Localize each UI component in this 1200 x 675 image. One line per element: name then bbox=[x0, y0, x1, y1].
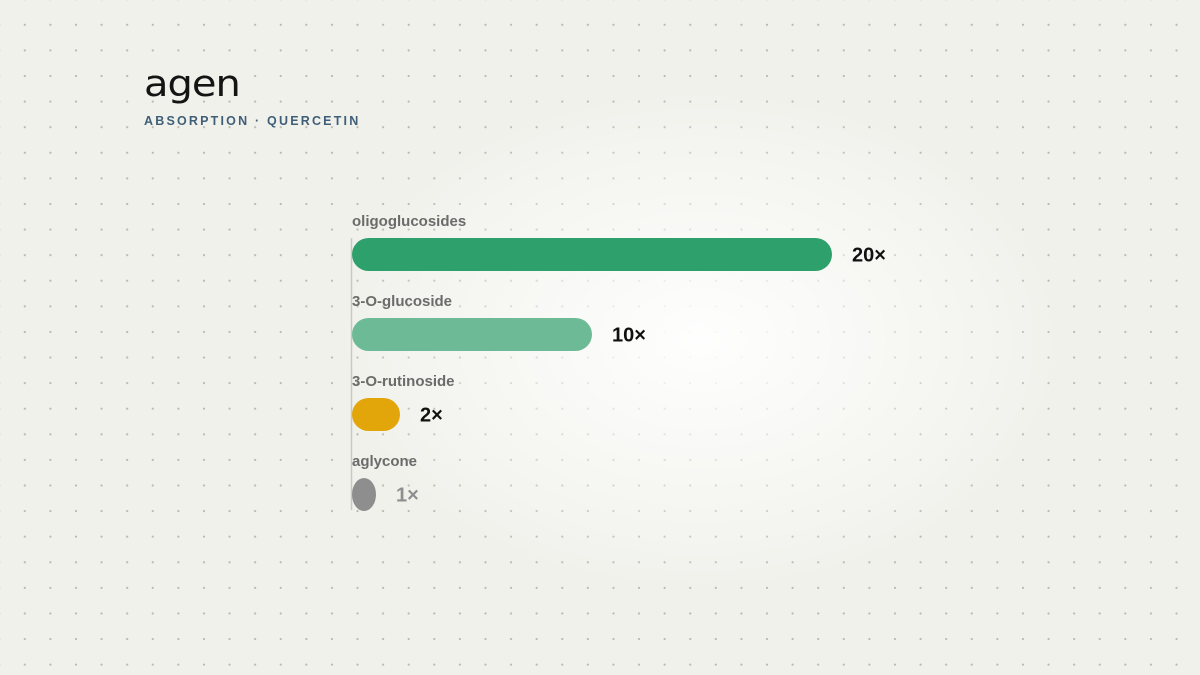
bar-3-o-rutinoside bbox=[352, 398, 400, 431]
bar-chart-svg: oligoglucosides 20× 3-O-glucoside 10× 3-O-ru… bbox=[350, 213, 886, 511]
bar-oligoglucosides bbox=[352, 238, 832, 271]
category-label: aglycone bbox=[352, 453, 417, 470]
value-label: 20× bbox=[852, 245, 886, 267]
category-label: oligoglucosides bbox=[352, 213, 466, 230]
value-label: 1× bbox=[396, 485, 419, 507]
brand: agen ABSORPTION · QUERCETIN bbox=[144, 62, 360, 128]
bar-aglycone bbox=[352, 478, 376, 511]
category-label: 3-O-rutinoside bbox=[352, 373, 455, 390]
value-label: 2× bbox=[420, 405, 443, 427]
bar-chart: oligoglucosides 20× 3-O-glucoside 10× 3-O-ru… bbox=[340, 205, 940, 525]
bar-3-o-glucoside bbox=[352, 318, 592, 351]
value-label: 10× bbox=[612, 325, 646, 347]
agen-logo: agen bbox=[144, 62, 241, 106]
category-label: 3-O-glucoside bbox=[352, 293, 452, 310]
chart-subtitle: ABSORPTION · QUERCETIN bbox=[144, 114, 361, 128]
